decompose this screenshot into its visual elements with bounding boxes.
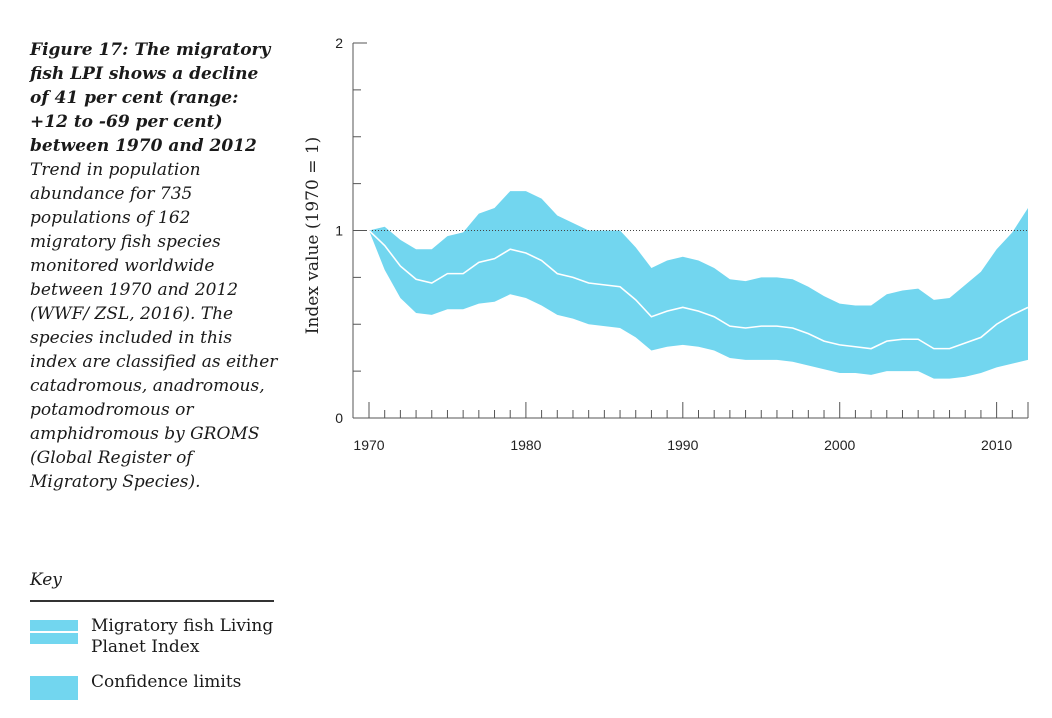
figure-description: Trend in population abundance for 735 po… <box>30 160 278 492</box>
y-axis-label: Index value (1970 = 1) <box>303 137 323 335</box>
x-tick-label: 1980 <box>510 437 541 453</box>
y-tick-label: 0 <box>335 410 343 426</box>
plot-area: 0 1 2 Index value (1970 = 1) 1970 1980 1990 200… <box>303 35 1029 453</box>
confidence-swatch-icon <box>30 676 78 700</box>
x-tick-label: 2000 <box>824 437 855 453</box>
x-tick-label: 1990 <box>667 437 698 453</box>
key-item-confidence: Confidence limits <box>30 672 274 700</box>
y-tick-label: 1 <box>335 223 343 239</box>
x-tick-label: 2010 <box>981 437 1012 453</box>
confidence-band <box>369 191 1028 379</box>
key-label-confidence: Confidence limits <box>91 672 242 692</box>
key-item-index: Migratory fish Living Planet Index <box>30 616 274 658</box>
x-tick-label: 1970 <box>353 437 384 453</box>
figure-caption: Figure 17: The migratory fish LPI shows … <box>30 38 280 494</box>
index-line <box>368 229 1029 350</box>
y-tick-label: 2 <box>335 35 343 51</box>
key-title: Key <box>30 570 274 602</box>
key-label-index: Migratory fish Living Planet Index <box>91 616 274 657</box>
index-line-stroke <box>30 631 78 633</box>
chart-key: Key Migratory fish Living Planet Index C… <box>30 570 274 700</box>
figure-title: Figure 17: The migratory fish LPI shows … <box>30 40 271 156</box>
